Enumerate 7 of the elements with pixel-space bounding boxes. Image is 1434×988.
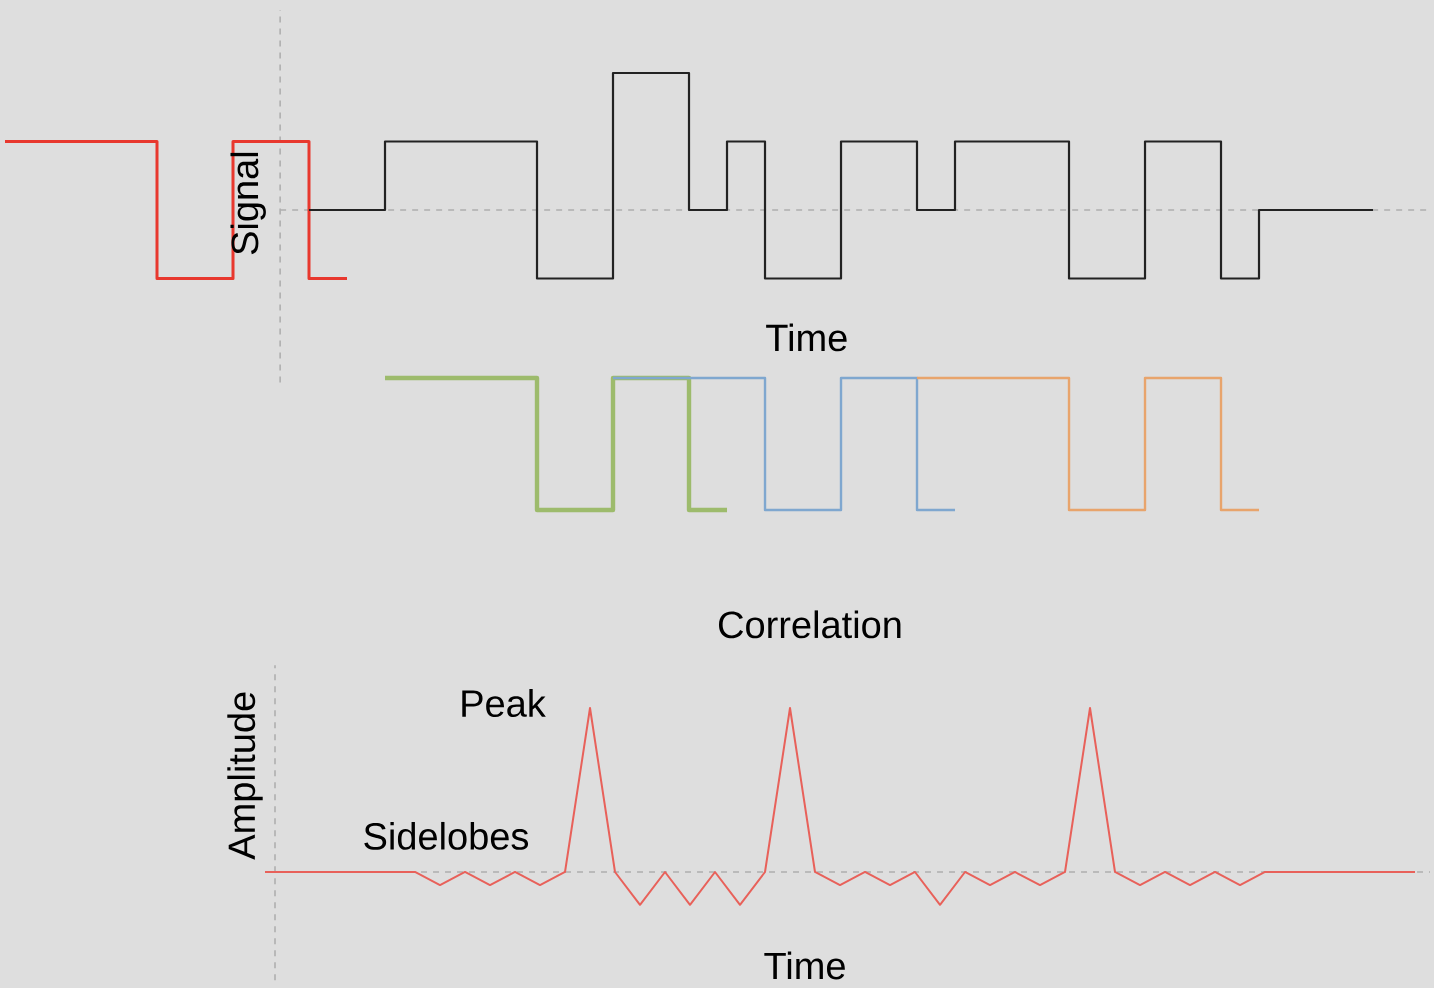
chart-title: Correlation — [718, 610, 901, 639]
annotation: Sidelobes — [364, 821, 529, 850]
x-axis-title: Time — [766, 323, 847, 352]
annotation: Peak — [462, 689, 546, 718]
y-axis-title: Signal — [230, 152, 266, 255]
x-axis-title: Time — [764, 951, 845, 980]
y-axis-title: Amplitude — [227, 692, 263, 860]
